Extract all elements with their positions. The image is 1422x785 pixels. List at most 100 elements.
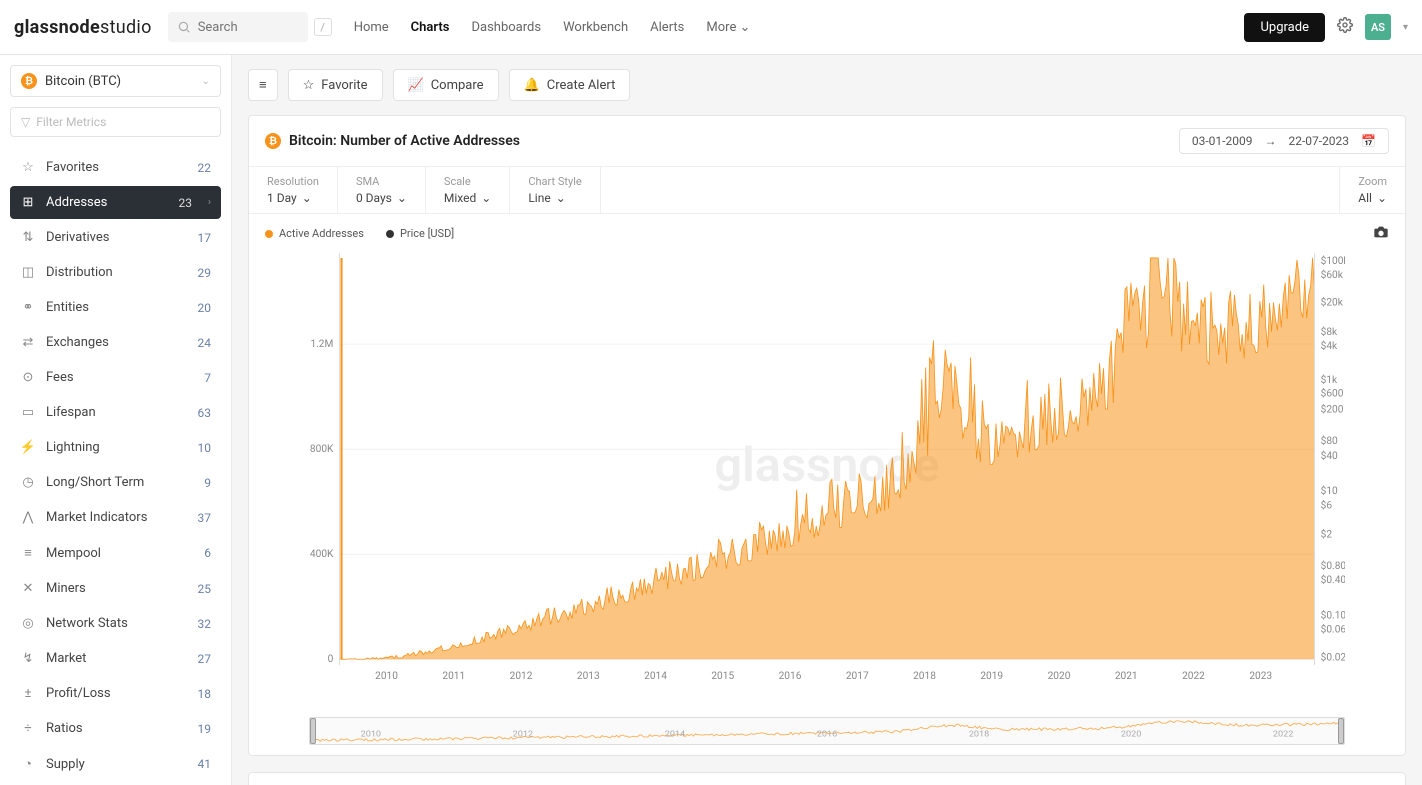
nav-workbench[interactable]: Workbench bbox=[563, 20, 628, 35]
category-icon: ↯ bbox=[20, 651, 36, 666]
asset-selector[interactable]: ₿ Bitcoin (BTC) ⌄ bbox=[10, 65, 221, 97]
chevron-down-icon: ⌄ bbox=[556, 191, 566, 205]
sidebar-item-long-short-term[interactable]: ◷Long/Short Term9 bbox=[10, 466, 221, 499]
svg-text:2016: 2016 bbox=[779, 671, 802, 682]
sidebar-item-count: 10 bbox=[198, 441, 212, 455]
sidebar-item-market-indicators[interactable]: ⋀Market Indicators37 bbox=[10, 501, 221, 534]
avatar[interactable]: AS bbox=[1365, 14, 1391, 40]
svg-text:$6: $6 bbox=[1321, 499, 1333, 512]
sidebar-item-label: Miners bbox=[46, 581, 86, 596]
sidebar-item-miners[interactable]: ✕Miners25 bbox=[10, 572, 221, 605]
sidebar-item-fees[interactable]: ⊙Fees7 bbox=[10, 361, 221, 394]
sidebar-item-label: Exchanges bbox=[46, 335, 109, 350]
sidebar-item-favorites[interactable]: ☆ Favorites 22 bbox=[10, 151, 221, 184]
date-range-picker[interactable]: 03-01-2009 → 22-07-2023 📅 bbox=[1179, 128, 1389, 154]
category-icon: ≡ bbox=[20, 545, 36, 561]
sidebar-item-market[interactable]: ↯Market27 bbox=[10, 642, 221, 675]
chart-toolbar: ≡ ☆Favorite 📈Compare 🔔Create Alert bbox=[248, 69, 1406, 101]
sidebar-item-label: Derivatives bbox=[46, 230, 110, 245]
nav-dashboards[interactable]: Dashboards bbox=[471, 20, 541, 35]
sidebar-item-lifespan[interactable]: ▭Lifespan63 bbox=[10, 396, 221, 429]
sidebar-item-label: Addresses bbox=[46, 195, 107, 210]
sidebar-item-derivatives[interactable]: ⇅Derivatives17 bbox=[10, 221, 221, 254]
sidebar-item-count: 63 bbox=[198, 406, 212, 420]
chart-header: ₿ Bitcoin: Number of Active Addresses 03… bbox=[249, 116, 1405, 167]
sidebar-item-label: Network Stats bbox=[46, 616, 128, 631]
sma-control[interactable]: SMA 0 Days⌄ bbox=[338, 167, 426, 213]
svg-text:$10: $10 bbox=[1321, 484, 1338, 497]
svg-text:2021: 2021 bbox=[1115, 671, 1138, 682]
sidebar-item-profit-loss[interactable]: ±Profit/Loss18 bbox=[10, 677, 221, 710]
chart-controls: Resolution 1 Day⌄ SMA 0 Days⌄ Scale Mixe… bbox=[249, 167, 1405, 214]
brush-handle-right[interactable] bbox=[1338, 718, 1344, 744]
svg-text:2018: 2018 bbox=[969, 730, 990, 740]
svg-text:$0.02: $0.02 bbox=[1321, 650, 1345, 663]
svg-text:$4k: $4k bbox=[1321, 339, 1338, 352]
collapse-sidebar-button[interactable]: ≡ bbox=[248, 69, 278, 101]
nav-alerts[interactable]: Alerts bbox=[650, 20, 684, 35]
camera-icon[interactable] bbox=[1373, 224, 1389, 243]
date-from: 03-01-2009 bbox=[1192, 134, 1253, 148]
upgrade-button[interactable]: Upgrade bbox=[1244, 13, 1324, 42]
svg-text:2013: 2013 bbox=[577, 671, 600, 682]
brush-handle-left[interactable] bbox=[310, 718, 316, 744]
filter-icon: ▽ bbox=[21, 115, 30, 129]
svg-text:2017: 2017 bbox=[846, 671, 869, 682]
compare-button[interactable]: 📈Compare bbox=[393, 69, 499, 101]
svg-text:$40: $40 bbox=[1321, 449, 1338, 462]
category-icon: ⚭ bbox=[20, 300, 36, 315]
svg-text:2011: 2011 bbox=[442, 671, 465, 682]
sidebar-item-label: Favorites bbox=[46, 160, 99, 175]
legend-price[interactable]: Price [USD] bbox=[386, 227, 454, 240]
time-brush[interactable]: 2010201220142016201820202022 bbox=[309, 717, 1345, 745]
chevron-down-icon[interactable]: ▾ bbox=[1403, 22, 1408, 33]
zoom-control[interactable]: Zoom All⌄ bbox=[1339, 167, 1405, 213]
sidebar-item-count: 27 bbox=[198, 652, 212, 666]
sidebar-item-lightning[interactable]: ⚡Lightning10 bbox=[10, 431, 221, 464]
nav-home[interactable]: Home bbox=[354, 20, 389, 35]
sidebar-item-ratios[interactable]: ÷Ratios19 bbox=[10, 712, 221, 745]
svg-text:2010: 2010 bbox=[375, 671, 398, 682]
sidebar-item-entities[interactable]: ⚭Entities20 bbox=[10, 291, 221, 324]
category-icon: ◫ bbox=[20, 265, 36, 280]
svg-text:2020: 2020 bbox=[1121, 730, 1142, 740]
svg-text:1.2M: 1.2M bbox=[310, 339, 333, 350]
favorite-button[interactable]: ☆Favorite bbox=[288, 69, 383, 101]
svg-text:glassnode: glassnode bbox=[714, 436, 939, 492]
gear-icon[interactable] bbox=[1337, 17, 1353, 37]
date-to: 22-07-2023 bbox=[1288, 134, 1349, 148]
svg-text:$0.40: $0.40 bbox=[1321, 573, 1345, 586]
category-icon: ⇄ bbox=[20, 335, 36, 350]
category-icon: ⇅ bbox=[20, 230, 36, 245]
nav-charts[interactable]: Charts bbox=[411, 20, 450, 35]
svg-text:$2: $2 bbox=[1321, 528, 1333, 541]
chart-style-control[interactable]: Chart Style Line⌄ bbox=[510, 167, 600, 213]
sidebar-item-exchanges[interactable]: ⇄Exchanges24 bbox=[10, 326, 221, 359]
svg-text:$0.10: $0.10 bbox=[1321, 609, 1345, 622]
resolution-control[interactable]: Resolution 1 Day⌄ bbox=[249, 167, 338, 213]
nav-more[interactable]: More ⌄ bbox=[706, 20, 750, 35]
create-alert-button[interactable]: 🔔Create Alert bbox=[509, 69, 631, 101]
scale-control[interactable]: Scale Mixed⌄ bbox=[426, 167, 510, 213]
svg-text:2014: 2014 bbox=[665, 730, 686, 740]
category-icon: ◷ bbox=[20, 475, 36, 490]
sidebar-item-network-stats[interactable]: ◎Network Stats32 bbox=[10, 607, 221, 640]
category-icon: ⚡ bbox=[20, 440, 36, 455]
svg-text:$60k: $60k bbox=[1321, 268, 1344, 281]
filter-metrics-input[interactable]: ▽ Filter Metrics bbox=[10, 107, 221, 137]
category-icon: ◎ bbox=[20, 616, 36, 631]
chevron-down-icon: ⌄ bbox=[481, 191, 491, 205]
logo[interactable]: glassnodestudio bbox=[14, 17, 152, 38]
sidebar-item-mempool[interactable]: ≡Mempool6 bbox=[10, 536, 221, 570]
category-icon: ± bbox=[20, 686, 36, 701]
sidebar-item-addresses[interactable]: ⊞Addresses23› bbox=[10, 186, 221, 219]
compare-icon: 📈 bbox=[408, 78, 424, 93]
chevron-down-icon: ⌄ bbox=[202, 76, 210, 87]
sidebar-item-count: 18 bbox=[198, 687, 212, 701]
asset-name: Bitcoin (BTC) bbox=[45, 74, 121, 89]
sidebar-item-distribution[interactable]: ◫Distribution29 bbox=[10, 256, 221, 289]
sidebar-item-supply[interactable]: ◔Supply41 bbox=[10, 747, 221, 781]
chevron-right-icon: › bbox=[208, 197, 211, 208]
chart-plot[interactable]: 0400K800K1.2M$0.02$0.06$0.10$0.40$0.80$2… bbox=[249, 247, 1405, 717]
legend-active-addresses[interactable]: Active Addresses bbox=[265, 227, 364, 240]
